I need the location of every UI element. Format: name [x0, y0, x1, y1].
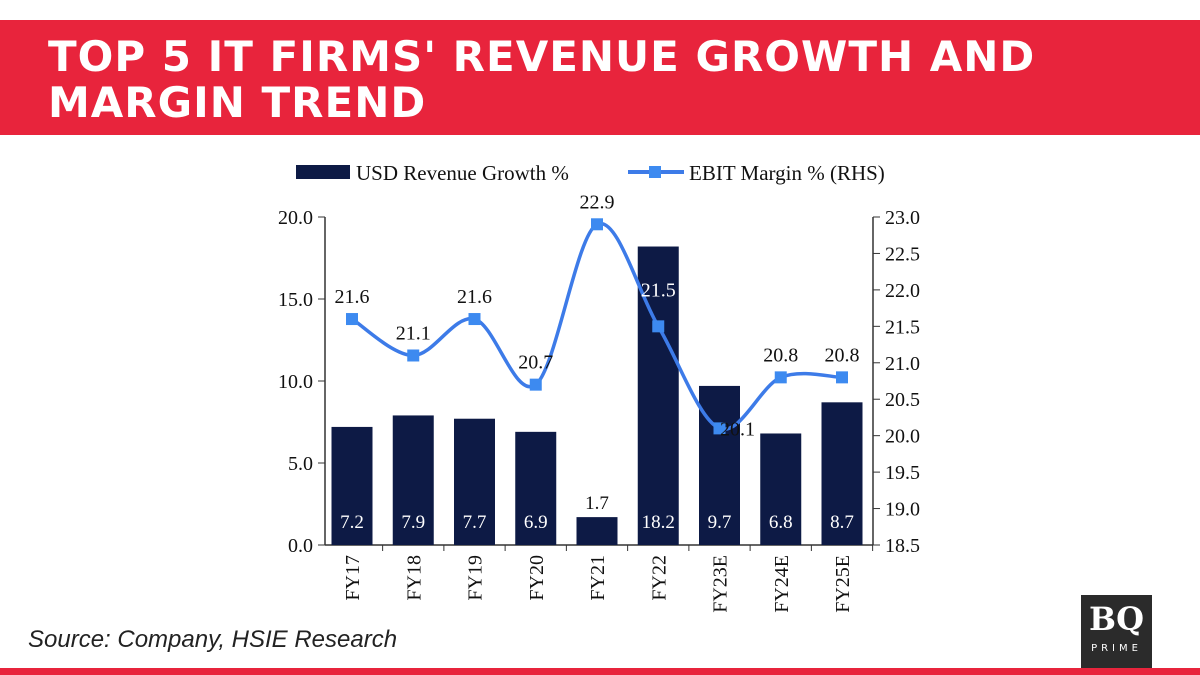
title-banner [0, 20, 1200, 135]
x-tick-label: FY20 [526, 555, 548, 601]
bar-label: 7.9 [401, 512, 425, 533]
left-tick-label: 0.0 [288, 535, 313, 557]
bottom-bar [0, 668, 1200, 675]
x-tick-label: FY24E [771, 555, 793, 613]
ebit-marker [713, 422, 726, 435]
bq-prime-logo: BQ PRIME [1081, 595, 1152, 668]
ebit-label: 20.8 [763, 344, 798, 366]
x-tick-label: FY23E [710, 555, 732, 613]
bar-label: 7.2 [340, 512, 364, 533]
ebit-label: 22.9 [580, 191, 615, 213]
ebit-marker [774, 371, 787, 384]
left-tick-label: 5.0 [288, 453, 313, 475]
source-note: Source: Company, HSIE Research [28, 626, 398, 653]
x-tick-label: FY19 [465, 555, 487, 601]
bar-label: 18.2 [642, 512, 675, 533]
legend-bar-label: USD Revenue Growth % [356, 161, 569, 185]
bar [454, 418, 495, 545]
right-tick-label: 22.0 [885, 280, 920, 302]
legend-line-marker [649, 166, 661, 178]
bar-label: 6.8 [769, 512, 793, 533]
ebit-label: 20.8 [825, 344, 860, 366]
ebit-label: 20.1 [720, 418, 755, 440]
right-tick-label: 18.5 [885, 535, 920, 557]
legend-line-label: EBIT Margin % (RHS) [689, 161, 885, 185]
x-tick-label: FY25E [832, 555, 854, 613]
bar [515, 431, 557, 545]
right-tick-label: 20.0 [885, 426, 920, 448]
ebit-label: 20.7 [518, 352, 553, 374]
left-tick-label: 20.0 [278, 207, 313, 229]
x-tick-label: FY22 [648, 555, 670, 601]
bar [331, 426, 373, 545]
ebit-marker [468, 313, 481, 326]
left-tick-label: 10.0 [278, 371, 313, 393]
x-tick-label: FY17 [342, 555, 364, 601]
page-title: TOP 5 IT FIRMS' REVENUE GROWTH AND MARGI… [48, 32, 1036, 127]
bar [821, 402, 863, 545]
ebit-marker [591, 218, 603, 231]
right-tick-label: 19.0 [885, 499, 920, 521]
ebit-marker [346, 313, 358, 326]
right-tick-label: 22.5 [885, 243, 920, 265]
ebit-label: 21.6 [335, 286, 370, 308]
right-tick-label: 21.5 [885, 316, 920, 338]
bar-label: 8.7 [830, 512, 854, 533]
x-tick-label: FY21 [587, 555, 609, 601]
ebit-label: 21.1 [396, 322, 431, 344]
x-tick-label: FY18 [403, 555, 425, 601]
right-tick-label: 20.5 [885, 389, 920, 411]
ebit-marker [529, 378, 542, 391]
ebit-marker [652, 320, 665, 333]
bar-label: 7.7 [463, 512, 487, 533]
bar-label: 1.7 [585, 493, 609, 514]
bar-label: 6.9 [524, 512, 548, 533]
right-tick-label: 19.5 [885, 462, 920, 484]
bar-label: 9.7 [708, 512, 732, 533]
bar [392, 415, 434, 545]
ebit-label: 21.6 [457, 286, 492, 308]
ebit-label: 21.5 [641, 279, 676, 301]
bar [576, 517, 618, 545]
bar [699, 385, 740, 545]
bar [760, 433, 802, 545]
right-tick-label: 23.0 [885, 207, 920, 229]
ebit-marker [836, 371, 848, 384]
right-tick-label: 21.0 [885, 353, 920, 375]
left-tick-label: 15.0 [278, 289, 313, 311]
legend-bar-swatch [296, 165, 350, 179]
ebit-marker [407, 349, 420, 362]
